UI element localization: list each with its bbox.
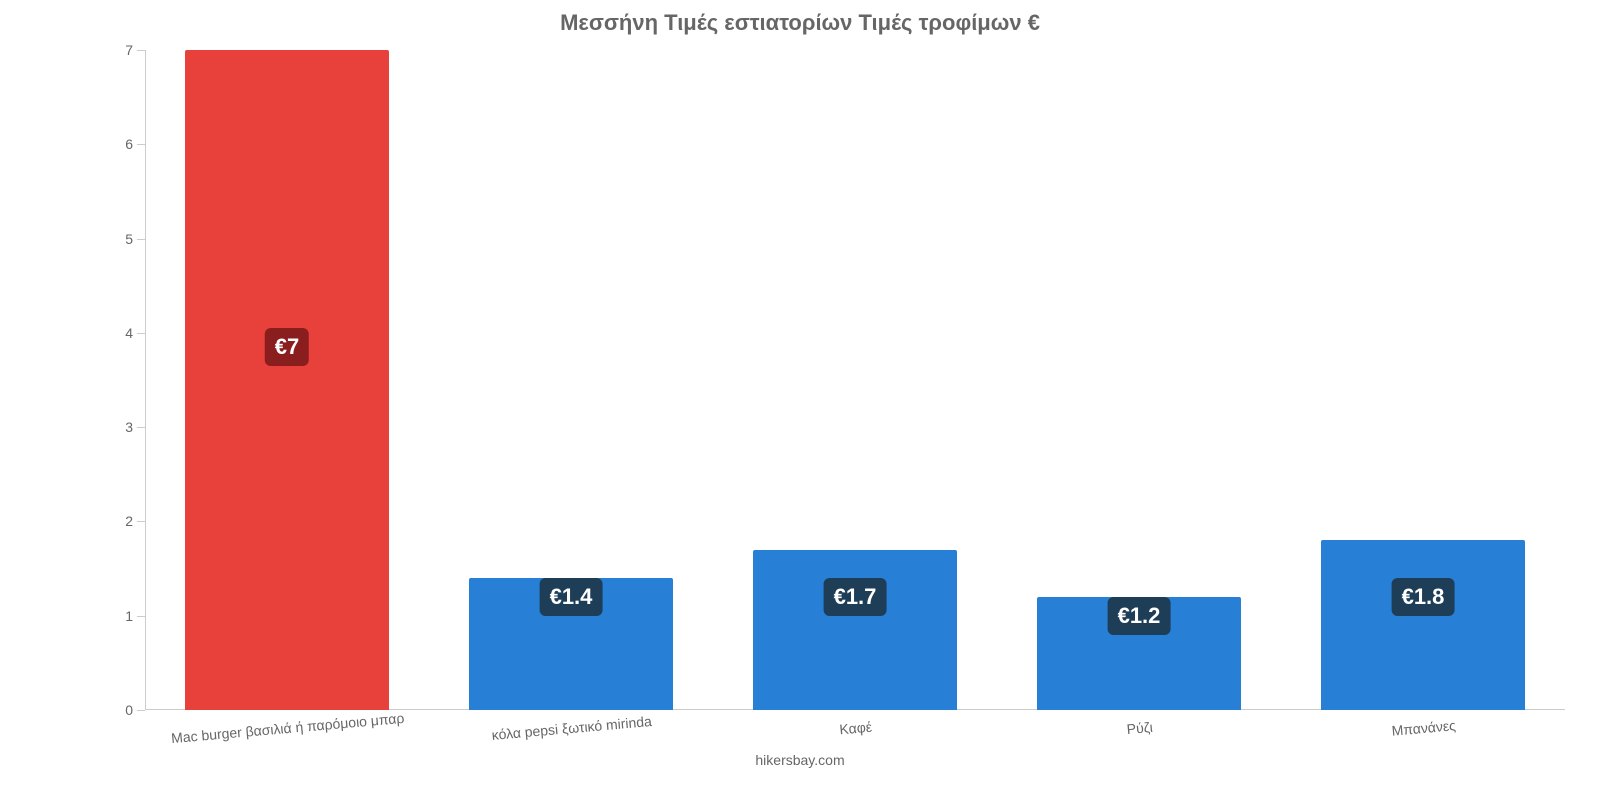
credit-text: hikersbay.com bbox=[0, 752, 1600, 768]
bar bbox=[753, 550, 957, 710]
y-tick-label: 6 bbox=[125, 136, 145, 152]
chart-container: Μεσσήνη Τιμές εστιατορίων Τιμές τροφίμων… bbox=[0, 0, 1600, 800]
plot-area: 01234567€7Mac burger βασιλιά ή παρόμοιο … bbox=[145, 50, 1565, 710]
bar bbox=[1321, 540, 1525, 710]
y-tick-label: 1 bbox=[125, 608, 145, 624]
bar-value-label: €7 bbox=[265, 328, 309, 366]
bar-value-label: €1.7 bbox=[824, 578, 887, 616]
chart-title: Μεσσήνη Τιμές εστιατορίων Τιμές τροφίμων… bbox=[0, 10, 1600, 36]
x-tick-label: Καφέ bbox=[839, 719, 873, 738]
x-tick-label: Μπανάνες bbox=[1391, 717, 1456, 739]
x-tick-label: κόλα pepsi ξωτικό mirinda bbox=[491, 713, 652, 743]
bar-value-label: €1.4 bbox=[540, 578, 603, 616]
y-tick-label: 4 bbox=[125, 325, 145, 341]
x-tick-label: Mac burger βασιλιά ή παρόμοιο μπαρ bbox=[170, 710, 404, 746]
y-axis-line bbox=[145, 50, 146, 710]
y-tick-label: 0 bbox=[125, 702, 145, 718]
y-tick-label: 2 bbox=[125, 513, 145, 529]
x-tick-label: Ρύζι bbox=[1126, 719, 1153, 737]
bar-value-label: €1.8 bbox=[1392, 578, 1455, 616]
y-tick-label: 3 bbox=[125, 419, 145, 435]
y-tick-label: 5 bbox=[125, 231, 145, 247]
bar bbox=[185, 50, 389, 710]
y-tick-label: 7 bbox=[125, 42, 145, 58]
bar-value-label: €1.2 bbox=[1108, 597, 1171, 635]
